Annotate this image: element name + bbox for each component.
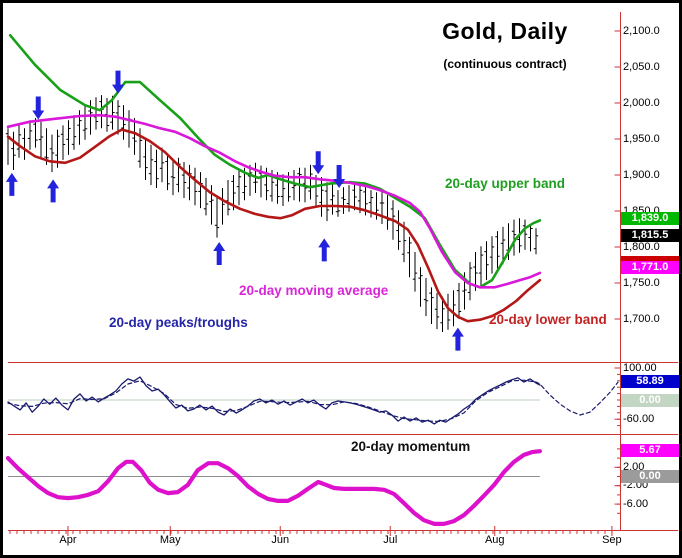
chart-title: Gold, Daily bbox=[442, 18, 568, 44]
oscillator-value-badge: 58.89 bbox=[621, 374, 679, 388]
price-tick-label: 2,100.0 bbox=[623, 24, 660, 37]
annotation-upper-band: 20-day upper band bbox=[445, 176, 566, 191]
oscillator-tick-label: -60.00 bbox=[623, 412, 655, 425]
oscillator-tick-label: 100.00 bbox=[623, 361, 657, 374]
annotation-moving-average: 20-day moving average bbox=[239, 283, 389, 298]
price-tick-label: 2,000.0 bbox=[623, 96, 660, 109]
price-tick-label: 1,700.0 bbox=[623, 312, 660, 325]
price-tick-label: 1,900.0 bbox=[623, 168, 660, 181]
oscillator-value-badge: 0.00 bbox=[621, 393, 679, 407]
price-tick-label: 1,950.0 bbox=[623, 132, 660, 145]
month-label: May bbox=[159, 534, 181, 546]
month-label: Sep bbox=[602, 534, 622, 546]
momentum-value-badge: 0.00 bbox=[621, 470, 679, 483]
price-value-badge: 1,839.0 bbox=[621, 212, 679, 226]
annotation-peaks-troughs: 20-day peaks/troughs bbox=[109, 315, 248, 330]
chart-subtitle: (continuous contract) bbox=[443, 57, 567, 71]
price-value-badge: 1,771.0 bbox=[621, 261, 679, 275]
month-label: Apr bbox=[59, 534, 77, 546]
price-tick-label: 1,800.0 bbox=[623, 240, 660, 253]
price-value-badge: 1,815.5 bbox=[621, 229, 679, 243]
annotation-lower-band: 20-day lower band bbox=[489, 312, 607, 327]
month-label: Jul bbox=[383, 534, 398, 546]
price-tick-label: 1,750.0 bbox=[623, 276, 660, 289]
momentum-value-badge: 5.67 bbox=[621, 443, 679, 457]
momentum-tick-label: -6.00 bbox=[623, 497, 649, 510]
annotation-momentum: 20-day momentum bbox=[351, 439, 471, 454]
month-label: Jun bbox=[271, 534, 290, 546]
price-tick-label: 2,050.0 bbox=[623, 60, 660, 73]
month-label: Aug bbox=[484, 534, 505, 546]
momentum-tick-label: 2.00 bbox=[623, 460, 645, 473]
